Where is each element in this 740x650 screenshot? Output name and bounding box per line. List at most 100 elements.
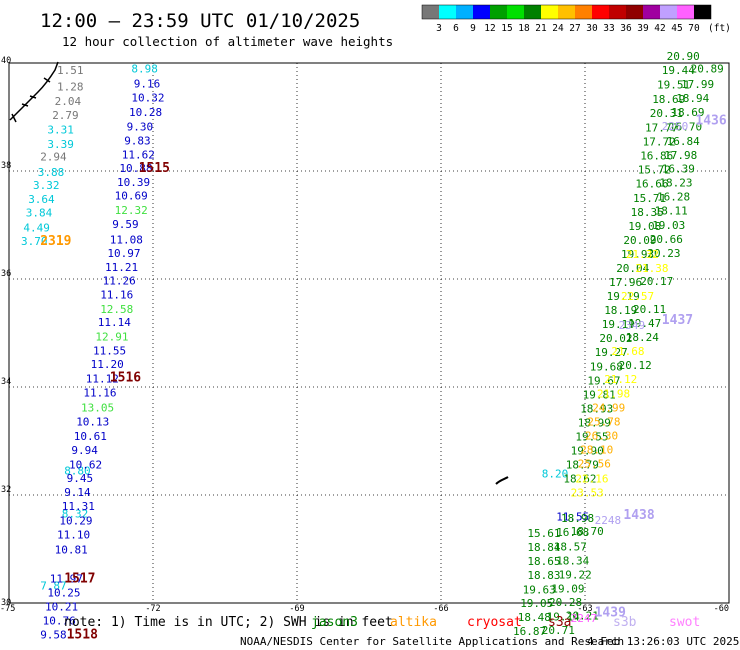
colorbar-swatch xyxy=(694,5,711,19)
wave-height-value: 9.58 xyxy=(40,629,66,642)
wave-height-value: 18.70 xyxy=(571,525,604,538)
legend-note: note: 1) Time is in UTC; 2) SWH is in fe… xyxy=(64,615,393,630)
pass-time-label: 1436 xyxy=(695,114,726,129)
wave-height-value: 19.44 xyxy=(662,64,695,77)
y-tick-label: 36 xyxy=(1,269,11,279)
wave-height-value: 4.49 xyxy=(23,221,50,234)
x-tick-label: -60 xyxy=(714,604,729,614)
colorbar-swatch xyxy=(456,5,473,19)
wave-height-value: 22.57 xyxy=(621,290,654,303)
wave-height-value: 18.93 xyxy=(580,402,613,415)
wave-height-value: 20.11 xyxy=(633,303,666,316)
colorbar-label: 12 xyxy=(484,23,495,34)
wave-height-value: 19.63 xyxy=(523,583,556,596)
wave-height-value: 24.99 xyxy=(592,401,625,414)
wave-height-value: 11.55 xyxy=(93,345,126,358)
colorbar-border xyxy=(421,4,712,20)
colorbar-swatch xyxy=(524,5,541,19)
wave-height-value: 19.81 xyxy=(583,388,616,401)
x-tick-label: -72 xyxy=(145,604,160,614)
wave-height-value: 15.71 xyxy=(633,192,666,205)
wave-height-value: 12.32 xyxy=(115,204,148,217)
y-tick-label: 40 xyxy=(1,56,11,66)
wave-height-value: 20.66 xyxy=(650,233,683,246)
wave-height-value: 10.32 xyxy=(131,91,164,104)
wave-height-value: 22.16 xyxy=(575,473,608,486)
wave-height-value: 20.31 xyxy=(650,107,683,120)
colorbar-swatch xyxy=(575,5,592,19)
chart-title: 12:00 — 23:59 UTC 01/10/2025 xyxy=(40,10,360,32)
wave-height-value: 19.03 xyxy=(652,219,685,232)
wave-height-value: 20.71 xyxy=(542,624,575,637)
wave-height-value: 20.28 xyxy=(549,596,582,609)
wave-height-value: 9.30 xyxy=(127,121,154,134)
legend-satellite-s3a: s3a xyxy=(548,615,571,630)
wave-height-value: 18.69 xyxy=(652,93,685,106)
wave-height-value: 9.14 xyxy=(64,486,91,499)
wave-height-value: 10.21 xyxy=(45,601,78,614)
colorbar-swatch xyxy=(490,5,507,19)
legend-satellite-cryosat: cryosat xyxy=(467,615,522,630)
colorbar-label: 70 xyxy=(688,23,700,34)
colorbar-label: 42 xyxy=(654,23,665,34)
wave-height-value: 18.62 xyxy=(563,473,596,486)
wave-height-value: 18.69 xyxy=(671,106,704,119)
data-points: 1.51 1.282.042.79 2.94 3.313.39 3.883.323.64… xyxy=(21,50,724,642)
footer-timestamp: 4 Feb 13:26:03 UTC 2025 xyxy=(587,635,739,648)
x-tick-label: -75 xyxy=(0,604,15,614)
wave-height-value: 11.16 xyxy=(83,387,116,400)
wave-height-value: 10.39 xyxy=(117,176,150,189)
colorbar-label: 33 xyxy=(603,23,614,34)
wave-height-value: 18.98 xyxy=(561,512,594,525)
x-tick-label: -63 xyxy=(577,604,592,614)
y-tick-label: 38 xyxy=(1,161,11,171)
wave-height-value: 10.13 xyxy=(76,415,109,428)
wave-height-value: 11.20 xyxy=(91,358,124,371)
wave-height-value: 10.97 xyxy=(107,247,140,260)
wave-height-value: 8.20 xyxy=(542,468,569,481)
legend-satellite-jason3: jason3 xyxy=(311,615,358,630)
wave-height-value: 18.65 xyxy=(527,555,560,568)
wave-height-value: 19.93 xyxy=(621,248,654,261)
wave-height-value: 19.47 xyxy=(628,317,661,330)
wave-height-value: 3.64 xyxy=(28,193,55,206)
wave-height-value: 7.87 xyxy=(40,580,66,593)
wave-height-value: 9.16 xyxy=(134,77,161,90)
colorbar-swatch xyxy=(558,5,575,19)
wave-height-value: 18.57 xyxy=(554,541,587,554)
wave-height-value: 2.94 xyxy=(40,151,67,164)
colorbar-label: 27 xyxy=(569,23,580,34)
wave-height-value: 20.89 xyxy=(691,63,724,76)
wave-height-value: 2250 xyxy=(662,120,689,133)
wave-height-value: 11.21 xyxy=(105,261,138,274)
wave-height-value: 18.79 xyxy=(566,459,599,472)
wave-height-value: 19.22 xyxy=(559,569,592,582)
time-labels: 1515 1516 1517 1518 2319 1436 1437 1438 1439 xyxy=(40,114,727,643)
wave-height-value: 18.23 xyxy=(659,177,692,190)
wave-height-value: 19.05 xyxy=(520,597,553,610)
wave-height-value: 15.72 xyxy=(638,164,671,177)
colorbar-label: 6 xyxy=(453,23,459,34)
colorbar-swatch xyxy=(643,5,660,19)
wave-height-value: 18.94 xyxy=(676,92,709,105)
wave-height-value: 11.12 xyxy=(86,373,119,386)
wave-height-value: 25.56 xyxy=(578,457,611,470)
wave-height-value: 19.19 xyxy=(607,290,640,303)
wave-height-value: 3.31 xyxy=(47,124,74,137)
wave-height-value: 16.68 xyxy=(556,526,589,539)
colorbar-swatch xyxy=(541,5,558,19)
wave-height-value: 20.17 xyxy=(640,275,673,288)
wave-height-value: 10.76 xyxy=(43,615,76,628)
wave-height-value: 17.98 xyxy=(664,149,697,162)
wave-height-value: 8.98 xyxy=(131,63,158,76)
colorbar-swatch xyxy=(422,5,439,19)
colorbar: 3 6 9 12 15 18 21 24 27 30 33 36 39 42 45 70 (ft) xyxy=(421,4,731,34)
legend-satellite-altika: altika xyxy=(390,615,437,630)
wave-height-value: 18.84 xyxy=(527,541,560,554)
wave-height-value: 19.68 xyxy=(590,360,623,373)
wave-height-value: 17.72 xyxy=(643,136,676,149)
wave-height-value: 16.28 xyxy=(657,191,690,204)
pass-time-label: 1438 xyxy=(623,508,654,523)
wave-height-value: 19.14 xyxy=(547,610,580,623)
